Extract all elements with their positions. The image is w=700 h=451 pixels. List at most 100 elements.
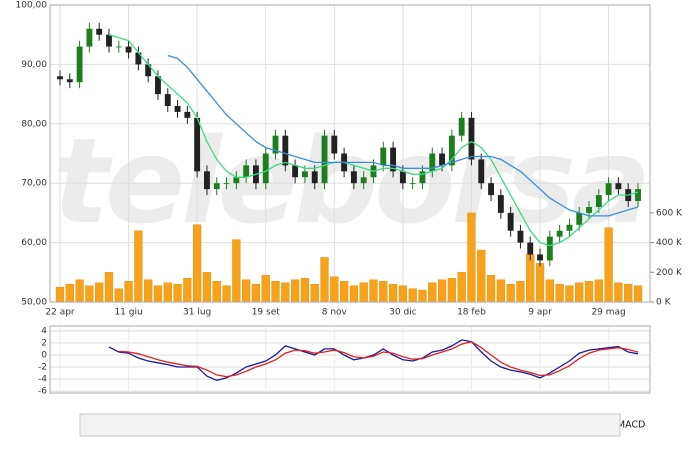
candle-body bbox=[556, 230, 563, 237]
candle-body bbox=[537, 254, 543, 261]
volume-bar bbox=[232, 239, 241, 303]
volume-bar bbox=[477, 249, 486, 303]
volume-bar bbox=[506, 283, 515, 303]
candle-body bbox=[439, 153, 446, 166]
volume-bar bbox=[183, 278, 192, 303]
candle-body bbox=[301, 171, 308, 178]
volume-bar bbox=[300, 278, 310, 303]
volume-bar bbox=[281, 282, 290, 303]
candle-body bbox=[595, 195, 602, 207]
candle-body bbox=[380, 147, 387, 166]
volume-bar bbox=[95, 282, 104, 303]
volume-bar bbox=[134, 230, 143, 303]
line-series bbox=[167, 54, 639, 217]
volume-bar bbox=[85, 285, 94, 303]
watermark: teleborsa bbox=[53, 112, 648, 250]
candle-body bbox=[390, 147, 397, 172]
candle-body bbox=[194, 117, 201, 172]
y2-tick-label: 600 K bbox=[656, 208, 683, 218]
x-tick-label: 19 set bbox=[252, 308, 281, 318]
candle-body bbox=[468, 117, 475, 160]
candle-body bbox=[57, 76, 63, 80]
candle-body bbox=[96, 28, 103, 35]
x-tick-label: 18 feb bbox=[457, 308, 486, 318]
y-tick-label: 50,00 bbox=[21, 298, 47, 308]
volume-bar bbox=[516, 281, 525, 303]
candle-body bbox=[66, 79, 73, 83]
candle-body bbox=[517, 230, 524, 243]
candle-body bbox=[507, 212, 514, 231]
volume-bar bbox=[388, 283, 398, 303]
volume-bar bbox=[624, 283, 633, 303]
volume-bar bbox=[555, 283, 564, 303]
volume-bar bbox=[193, 224, 202, 303]
volume-bar bbox=[584, 281, 594, 303]
candle-body bbox=[321, 135, 328, 184]
volume-bar bbox=[124, 281, 133, 303]
volume-bar bbox=[418, 289, 427, 303]
candle-body bbox=[155, 76, 161, 95]
volume-bar bbox=[604, 227, 613, 303]
volume-bar bbox=[535, 263, 545, 303]
x-tick-label: 22 apr bbox=[45, 308, 75, 318]
y-tick-label: 70,00 bbox=[21, 179, 47, 189]
candle-body bbox=[409, 183, 416, 184]
volume-bar bbox=[212, 281, 221, 303]
volume-bar bbox=[55, 286, 65, 303]
volume-bar bbox=[496, 279, 505, 303]
candle-body bbox=[576, 212, 583, 225]
line-series bbox=[108, 34, 639, 247]
candle-body bbox=[350, 171, 357, 184]
candle-body bbox=[76, 46, 83, 83]
volume-bar bbox=[379, 281, 388, 303]
volume-bar bbox=[359, 282, 368, 303]
candle-body bbox=[566, 224, 573, 231]
candle-body bbox=[86, 28, 93, 47]
candle-body bbox=[615, 183, 622, 190]
candle-body bbox=[448, 135, 455, 166]
volume-bar bbox=[144, 279, 153, 303]
y2-tick-label: 0 K bbox=[656, 298, 672, 308]
volume-bar bbox=[437, 279, 447, 303]
y-tick-label: 80,00 bbox=[21, 119, 47, 129]
volume-bar bbox=[369, 279, 378, 303]
candle-body bbox=[292, 165, 299, 178]
volume-bar bbox=[202, 272, 212, 303]
volume-bar bbox=[565, 285, 574, 303]
volume-bar bbox=[163, 282, 172, 303]
x-tick-label: 8 nov bbox=[322, 308, 348, 318]
volume-bar bbox=[65, 283, 74, 303]
volume-bar bbox=[486, 275, 496, 303]
volume-bar bbox=[467, 212, 476, 303]
volume-bar bbox=[271, 281, 280, 303]
candle-body bbox=[233, 177, 240, 184]
candle-body bbox=[605, 183, 612, 196]
candle-body bbox=[586, 206, 592, 213]
volume-bar bbox=[222, 285, 231, 303]
y-tick-label: 90,00 bbox=[21, 60, 47, 70]
volume-bar bbox=[614, 282, 623, 303]
volume-bar bbox=[330, 276, 339, 303]
y-tick-label: 60,00 bbox=[21, 238, 47, 248]
y-tick-label: -6 bbox=[38, 387, 47, 397]
candle-body bbox=[213, 183, 220, 190]
volume-bar bbox=[242, 279, 251, 303]
candle-body bbox=[458, 117, 465, 136]
main-frame bbox=[49, 4, 651, 303]
candle-body bbox=[399, 171, 406, 184]
candle-body bbox=[243, 165, 250, 178]
candle-body bbox=[262, 153, 269, 184]
volume-bar bbox=[398, 285, 407, 303]
candle-body bbox=[164, 94, 171, 106]
y-tick-label: -4 bbox=[38, 375, 47, 385]
candle-body bbox=[527, 242, 534, 255]
line-series bbox=[118, 341, 639, 378]
y2-tick-label: 400 K bbox=[656, 238, 683, 248]
x-tick-label: 29 mag bbox=[591, 308, 625, 318]
volume-bar bbox=[104, 272, 114, 303]
candle-body bbox=[331, 135, 338, 154]
candle-body bbox=[635, 189, 641, 202]
volume-bar bbox=[457, 272, 466, 303]
